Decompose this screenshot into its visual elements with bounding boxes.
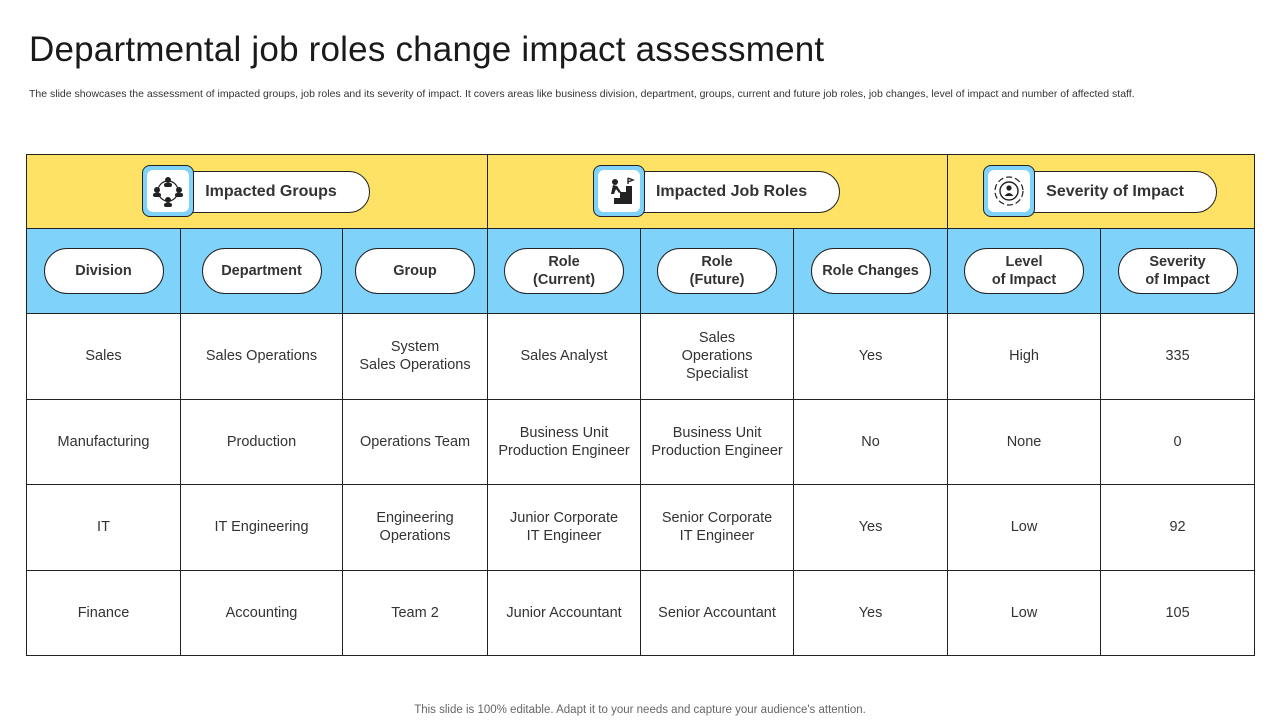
table-cell: Sales Analyst — [487, 313, 642, 400]
group-header-severity-of-impact: Severity of Impact — [947, 154, 1256, 229]
table-cell: Finance — [26, 569, 181, 656]
column-header: Role (Future) — [640, 228, 795, 314]
group-header-impacted-groups: Impacted Groups — [25, 154, 489, 229]
table-cell: 92 — [1100, 484, 1256, 571]
table-cell: Junior Accountant — [487, 569, 642, 656]
column-pill-group: Group — [355, 248, 476, 294]
table-cell: 105 — [1100, 569, 1256, 656]
table-row: Sales Sales Operations System Sales Oper… — [26, 313, 1256, 400]
group-label: Impacted Job Roles — [598, 170, 841, 213]
column-header: Role Changes — [793, 228, 949, 314]
page-title: Departmental job roles change impact ass… — [29, 30, 825, 69]
table-cell: Senior Accountant — [640, 569, 795, 656]
table-cell: Low — [947, 569, 1102, 656]
column-header: Level of Impact — [947, 228, 1102, 314]
table-cell: Yes — [793, 569, 949, 656]
target-person-icon — [983, 164, 1036, 217]
table-cell: IT — [26, 484, 181, 571]
page-subtitle: The slide showcases the assessment of im… — [29, 88, 1135, 100]
table-cell: Engineering Operations — [341, 484, 489, 571]
career-stairs-icon — [592, 164, 645, 217]
column-pill-level-of-impact: Level of Impact — [964, 248, 1085, 294]
group-header-row: Impacted Groups Impacted Job Roles — [25, 154, 1256, 229]
column-pill-role-current: Role (Current) — [504, 248, 625, 294]
table-row: Manufacturing Production Operations Team… — [26, 398, 1256, 485]
column-header: Division — [26, 228, 181, 314]
column-header-row: Division Department Group Role (Current)… — [26, 228, 1256, 314]
table-cell: 335 — [1100, 313, 1256, 400]
column-pill-department: Department — [201, 248, 322, 294]
table-cell: Yes — [793, 313, 949, 400]
table-cell: Sales Operations Specialist — [640, 313, 795, 400]
table-cell: None — [947, 398, 1102, 485]
table-cell: System Sales Operations — [341, 313, 489, 400]
column-pill-role-future: Role (Future) — [657, 248, 778, 294]
table-cell: Low — [947, 484, 1102, 571]
table-cell: Sales Operations — [180, 313, 343, 400]
table-cell: Yes — [793, 484, 949, 571]
table-cell: Manufacturing — [26, 398, 181, 485]
table-cell: 0 — [1100, 398, 1256, 485]
table-cell: Team 2 — [341, 569, 489, 656]
table-cell: IT Engineering — [180, 484, 343, 571]
table-row: IT IT Engineering Engineering Operations… — [26, 484, 1256, 571]
table-cell: No — [793, 398, 949, 485]
table-cell: Business Unit Production Engineer — [640, 398, 795, 485]
column-header: Department — [180, 228, 343, 314]
column-header: Severity of Impact — [1100, 228, 1256, 314]
table-cell: Operations Team — [341, 398, 489, 485]
column-pill-role-changes: Role Changes — [810, 248, 931, 294]
column-header: Role (Current) — [487, 228, 642, 314]
table-row: Finance Accounting Team 2 Junior Account… — [26, 569, 1256, 656]
table-cell: Production — [180, 398, 343, 485]
footer-note: This slide is 100% editable. Adapt it to… — [414, 704, 866, 716]
group-header-impacted-job-roles: Impacted Job Roles — [487, 154, 949, 229]
table-cell: Accounting — [180, 569, 343, 656]
people-network-icon — [142, 164, 195, 217]
impact-assessment-table: Impacted Groups Impacted Job Roles — [25, 154, 1256, 656]
column-pill-severity-of-impact: Severity of Impact — [1117, 248, 1238, 294]
column-header: Group — [341, 228, 489, 314]
column-pill-division: Division — [43, 248, 164, 294]
table-cell: High — [947, 313, 1102, 400]
table-cell: Junior Corporate IT Engineer — [487, 484, 642, 571]
table-cell: Senior Corporate IT Engineer — [640, 484, 795, 571]
table-cell: Sales — [26, 313, 181, 400]
table-cell: Business Unit Production Engineer — [487, 398, 642, 485]
